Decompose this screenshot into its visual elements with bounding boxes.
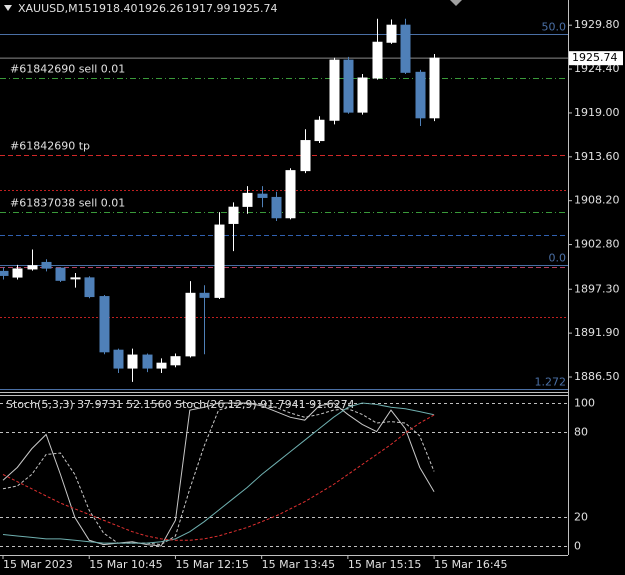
y-tick-label: 80 (574, 426, 588, 439)
candle-body (242, 192, 253, 207)
y-tick-label: 0 (574, 540, 581, 553)
header-high: 1926.26 (138, 2, 184, 15)
header-close: 1925.74 (232, 2, 278, 15)
header-low: 1917.99 (185, 2, 231, 15)
chart-title: XAUUSD,M15 (18, 2, 92, 15)
candle-body (285, 170, 296, 219)
candle-body (300, 140, 311, 172)
candle-body (70, 277, 81, 280)
level-label: 50.0 (542, 21, 567, 34)
indicator-title: Stoch(5,3,3) 37.9731 52.1560 Stoch(26,12… (6, 398, 355, 411)
candle-body (386, 24, 397, 43)
candle-body (55, 267, 66, 281)
candle-body (185, 292, 196, 357)
level-label: 0.0 (549, 252, 567, 265)
y-tick-label: 1897.30 (574, 282, 620, 295)
menu-icon (4, 5, 12, 11)
y-tick-label: 1908.20 (574, 194, 620, 207)
indicator-line (2, 414, 435, 541)
header-open: 1918.40 (92, 2, 138, 15)
candle-body (314, 119, 325, 142)
candle-body (27, 265, 38, 270)
candle-body (329, 59, 340, 121)
candle-body (400, 24, 411, 73)
y-tick-label: 1919.00 (574, 106, 620, 119)
x-tick-label: 15 Mar 16:45 (434, 558, 507, 571)
level-label: #61842690 sell 0.01 (10, 63, 125, 76)
candle-body (228, 206, 239, 224)
level-label: #61837038 sell 0.01 (10, 197, 125, 210)
candle-body (12, 268, 23, 278)
candle-body (156, 362, 167, 369)
x-tick-label: 15 Mar 15:15 (348, 558, 421, 571)
y-tick-label: 1886.50 (574, 370, 620, 383)
candle-body (271, 196, 282, 219)
price-box (569, 51, 623, 66)
candle-body (372, 41, 383, 79)
candle-body (343, 59, 354, 113)
indicator-line (2, 402, 435, 544)
scroll-marker (450, 0, 462, 6)
x-tick-label: 15 Mar 12:15 (175, 558, 248, 571)
candle-body (415, 71, 426, 119)
candle-body (199, 292, 210, 298)
level-label: #61842690 tp (10, 140, 90, 153)
x-tick-label: 15 Mar 10:45 (89, 558, 162, 571)
candle-body (99, 296, 110, 353)
y-tick-label: 1929.80 (574, 18, 620, 31)
candle-body (257, 193, 268, 198)
y-tick-label: 1924.40 (574, 62, 620, 75)
candle-body (113, 349, 124, 369)
y-tick-label: 1902.80 (574, 238, 620, 251)
candle-body (0, 270, 9, 276)
y-tick-label: 100 (574, 397, 595, 410)
candle-body (41, 261, 52, 269)
candle-body (127, 354, 138, 369)
level-label: 1.272 (535, 376, 567, 389)
indicator-line (2, 402, 435, 547)
price-label: 1925.74 (572, 51, 618, 64)
y-tick-label: 1913.60 (574, 150, 620, 163)
candle-body (429, 57, 440, 119)
candle-body (357, 77, 368, 113)
y-tick-label: 1891.90 (574, 326, 620, 339)
indicator-line (2, 402, 435, 546)
candle-body (170, 356, 181, 366)
candle-body (142, 354, 153, 369)
y-tick-label: 20 (574, 511, 588, 524)
candle-body (84, 277, 95, 298)
x-tick-label: 15 Mar 2023 (3, 558, 73, 571)
x-tick-label: 15 Mar 13:45 (262, 558, 335, 571)
candle-body (214, 224, 225, 298)
